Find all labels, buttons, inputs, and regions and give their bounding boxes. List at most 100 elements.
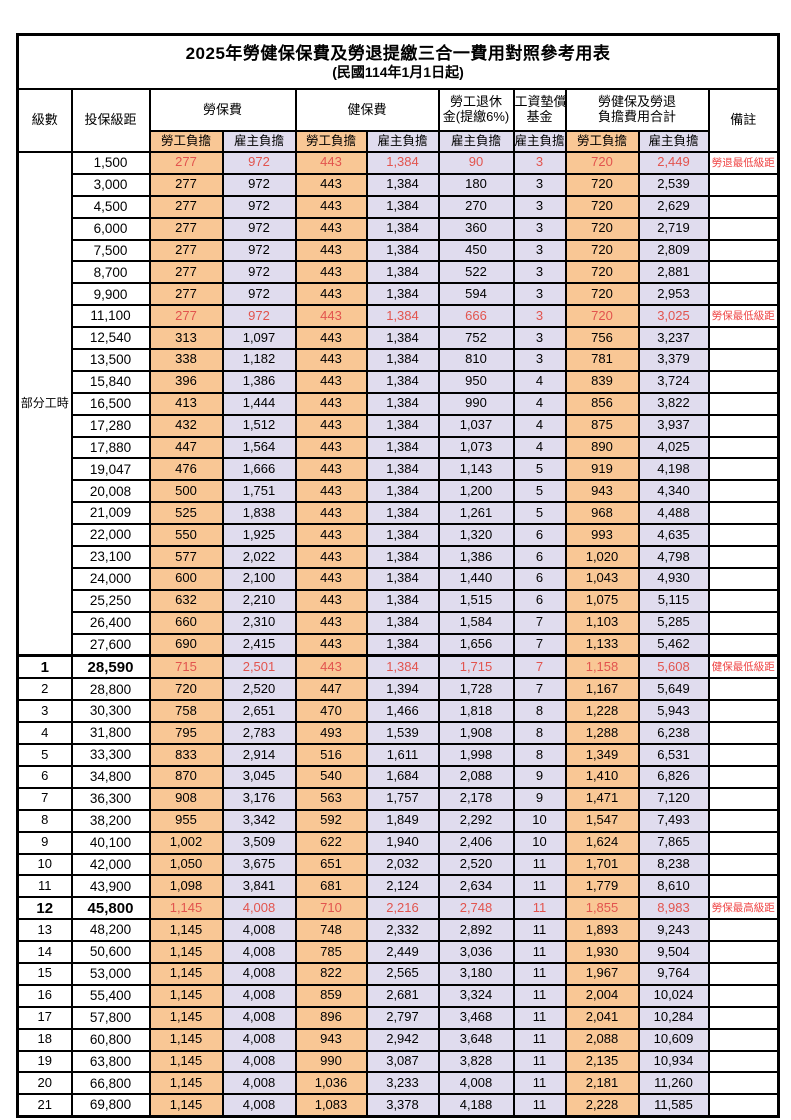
fee-cell: 1,930 xyxy=(564,940,640,964)
fee-cell: 1,818 xyxy=(437,699,515,724)
fee-cell: 4,188 xyxy=(437,1093,515,1118)
remark-cell xyxy=(707,721,780,746)
fee-cell: 756 xyxy=(564,326,640,351)
fee-cell: 4,008 xyxy=(221,1049,297,1074)
fee-cell: 11 xyxy=(512,1049,567,1074)
fee-cell: 1,158 xyxy=(564,654,640,680)
level-cell: 9 xyxy=(16,830,73,855)
bracket-cell: 66,800 xyxy=(70,1071,151,1096)
bracket-cell: 26,400 xyxy=(70,610,151,635)
premium-table: 2025年勞健保保費及勞退提繳三合一費用對照參考用表 (民國114年1月1日起)… xyxy=(16,33,781,1119)
remark-cell xyxy=(707,588,780,613)
fee-cell: 8,238 xyxy=(637,852,710,877)
bracket-cell: 19,047 xyxy=(70,457,151,482)
fee-cell: 5,285 xyxy=(637,610,710,635)
fee-cell: 1,611 xyxy=(365,743,440,767)
remark-cell: 勞保最低級距 xyxy=(707,304,780,329)
bracket-cell: 12,540 xyxy=(70,326,151,351)
remark-cell xyxy=(707,479,780,504)
remark-cell xyxy=(707,632,780,658)
table-row: 23,100 577 2,022 443 1,384 1,386 6 1,020 4,798 xyxy=(18,545,780,569)
fee-cell: 1,384 xyxy=(365,479,440,504)
subheader-employer: 雇主負擔 xyxy=(221,130,297,153)
fee-cell: 1,444 xyxy=(221,391,297,416)
remark-cell xyxy=(707,983,780,1008)
fee-cell: 1,384 xyxy=(365,435,440,460)
level-cell: 18 xyxy=(16,1027,73,1052)
fee-cell: 6,531 xyxy=(637,743,710,767)
table-row: 18 60,800 1,145 4,008 943 2,942 3,648 11 2,088 10… xyxy=(16,1027,780,1052)
bracket-cell: 53,000 xyxy=(70,961,151,986)
table-row: 4,500 277 972 443 1,384 270 3 720 2,629 xyxy=(18,194,780,219)
fee-cell: 525 xyxy=(148,501,224,526)
remark-cell xyxy=(707,808,780,833)
fee-cell: 1,624 xyxy=(564,830,640,855)
fee-cell: 432 xyxy=(148,413,224,438)
fee-cell: 500 xyxy=(148,479,224,504)
remark-cell xyxy=(707,282,780,307)
fee-cell: 4,008 xyxy=(221,1071,297,1096)
fee-cell: 7,493 xyxy=(637,808,710,833)
fee-cell: 2,942 xyxy=(365,1027,440,1052)
bracket-cell: 23,100 xyxy=(70,545,151,569)
fee-cell: 5,943 xyxy=(637,699,710,724)
fee-cell: 11 xyxy=(512,983,567,1008)
remark-cell xyxy=(707,874,780,899)
fee-cell: 1,145 xyxy=(148,1027,224,1052)
fee-cell: 10,609 xyxy=(637,1027,710,1052)
fee-cell: 2,124 xyxy=(365,874,440,899)
fee-cell: 2,892 xyxy=(437,918,515,943)
bracket-cell: 43,900 xyxy=(70,874,151,899)
header-sub-row: 勞工負擔 雇主負擔 勞工負擔 雇主負擔 雇主負擔 雇主負擔 勞工負擔 雇主負擔 xyxy=(18,130,779,153)
fee-cell: 2,135 xyxy=(564,1049,640,1074)
fee-cell: 3,025 xyxy=(637,304,710,329)
fee-cell: 1,384 xyxy=(365,216,440,241)
fee-cell: 2,748 xyxy=(437,896,515,921)
table-row: 5 33,300 833 2,914 516 1,611 1,998 8 1,349 6,531 xyxy=(16,743,780,767)
fee-cell: 1,410 xyxy=(564,764,640,789)
remark-cell xyxy=(707,1049,780,1074)
fee-cell: 11 xyxy=(512,896,567,921)
fee-cell: 690 xyxy=(148,632,224,658)
remark-cell xyxy=(707,435,780,460)
fee-cell: 3,045 xyxy=(221,764,297,789)
fee-cell: 443 xyxy=(294,545,368,569)
fee-cell: 720 xyxy=(564,238,640,263)
fee-cell: 1,083 xyxy=(294,1093,368,1118)
fee-cell: 600 xyxy=(148,566,224,591)
fee-cell: 10 xyxy=(512,808,567,833)
fee-cell: 896 xyxy=(294,1005,368,1030)
remark-cell xyxy=(707,961,780,986)
fee-cell: 1,855 xyxy=(564,896,640,921)
table-row: 1 28,590 715 2,501 443 1,384 1,715 7 1,158 5,608 健… xyxy=(16,654,780,680)
fee-cell: 4,008 xyxy=(221,983,297,1008)
fee-cell: 993 xyxy=(564,523,640,548)
fee-cell: 1,145 xyxy=(148,1093,224,1118)
fee-cell: 2,210 xyxy=(221,588,297,613)
fee-cell: 8 xyxy=(512,743,567,767)
table-row: 9 40,100 1,002 3,509 622 1,940 2,406 10 1,624 7,8… xyxy=(16,830,780,855)
fee-cell: 1,261 xyxy=(437,501,515,526)
fee-cell: 622 xyxy=(294,830,368,855)
bracket-cell: 16,500 xyxy=(70,391,151,416)
fee-cell: 720 xyxy=(564,304,640,329)
fee-cell: 10,024 xyxy=(637,983,710,1008)
fee-cell: 2,088 xyxy=(564,1027,640,1052)
fee-cell: 443 xyxy=(294,326,368,351)
fee-cell: 180 xyxy=(437,172,515,197)
bracket-cell: 60,800 xyxy=(70,1027,151,1052)
fee-cell: 2,332 xyxy=(365,918,440,943)
bracket-cell: 6,000 xyxy=(70,216,151,241)
fee-cell: 2,181 xyxy=(564,1071,640,1096)
fee-cell: 2,520 xyxy=(437,852,515,877)
fee-cell: 2,228 xyxy=(564,1093,640,1118)
fee-cell: 277 xyxy=(148,216,224,241)
fee-cell: 3,324 xyxy=(437,983,515,1008)
fee-cell: 443 xyxy=(294,391,368,416)
fee-cell: 2,088 xyxy=(437,764,515,789)
fee-cell: 4,798 xyxy=(637,545,710,569)
fee-cell: 2,449 xyxy=(365,940,440,964)
fee-cell: 1,515 xyxy=(437,588,515,613)
fee-cell: 396 xyxy=(148,369,224,394)
fee-cell: 2,178 xyxy=(437,786,515,811)
